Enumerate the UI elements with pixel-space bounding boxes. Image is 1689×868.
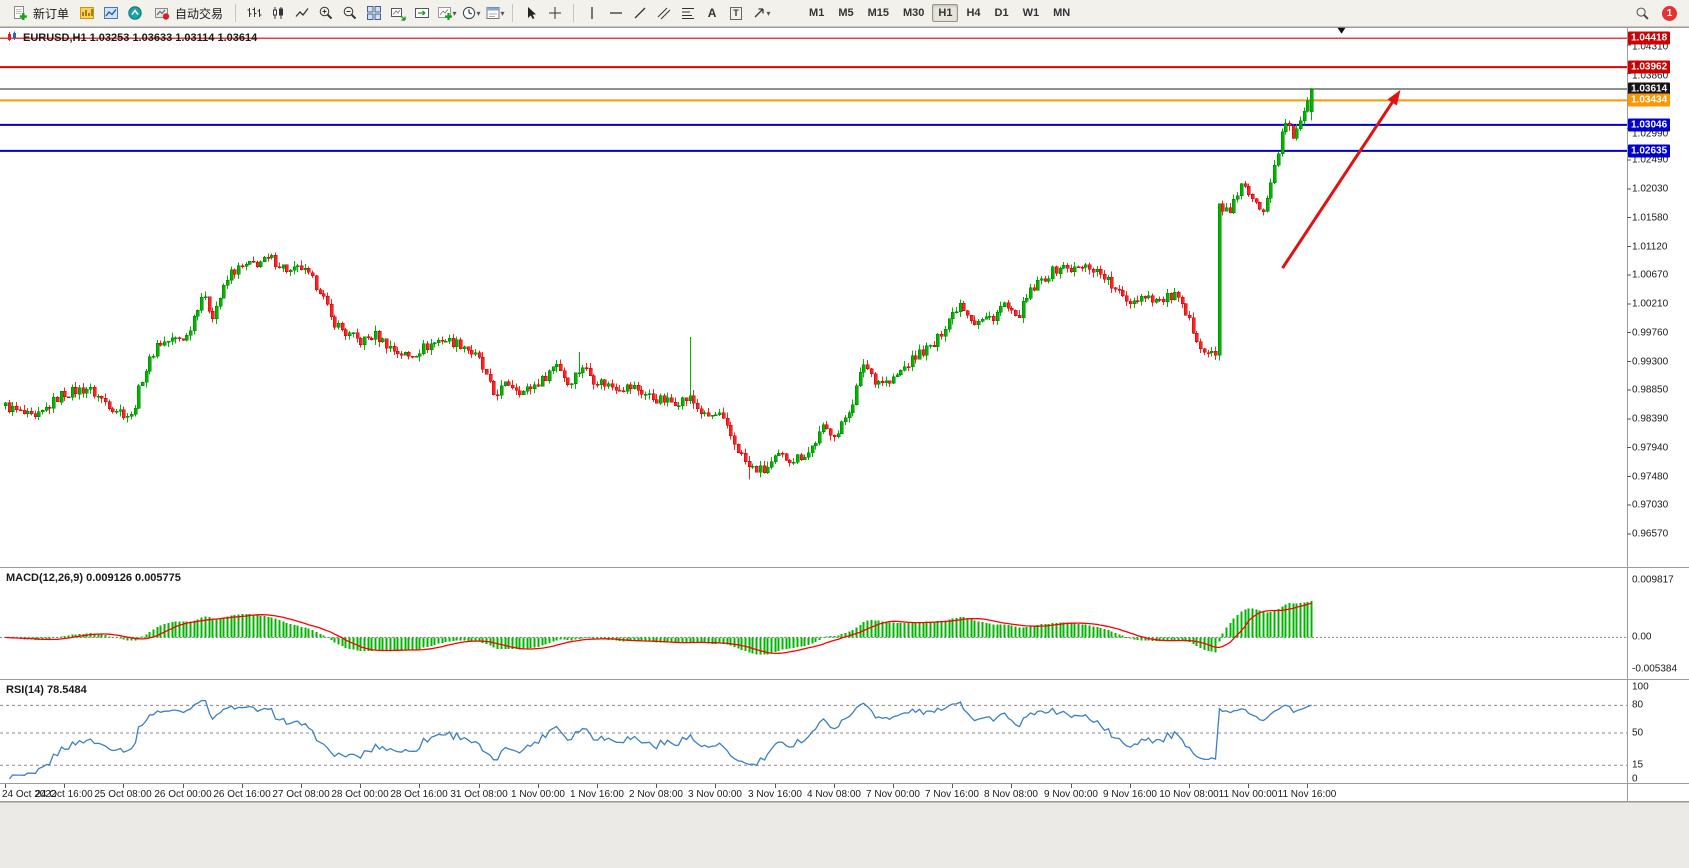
macd-histogram — [4, 600, 1313, 655]
trendline-icon — [631, 4, 649, 22]
toolbar-separator — [235, 4, 237, 22]
shift-chart-icon — [413, 4, 431, 22]
rsi-levels — [0, 704, 1627, 766]
chart-ohlc-text: EURUSD,H1 1.03253 1.03633 1.03114 1.0361… — [23, 32, 258, 44]
rsi-label: RSI(14) 78.5484 — [6, 684, 87, 696]
timeframe-button-h4[interactable]: H4 — [966, 7, 981, 19]
line-chart-icon — [293, 4, 311, 22]
rsi-line — [8, 699, 1312, 780]
candlestick-chart-button[interactable] — [267, 2, 289, 24]
indicators-icon — [436, 4, 454, 22]
zoom-out-button[interactable] — [339, 2, 361, 24]
autotrading-button[interactable]: 自动交易 — [148, 3, 228, 23]
arrows-dropdown-caret[interactable]: ▾ — [766, 8, 771, 18]
vertical-line-tool-button[interactable] — [581, 2, 603, 24]
macd-signal-line — [5, 602, 1312, 655]
auto-arrange-button[interactable] — [387, 2, 409, 24]
templates-button[interactable]: ▾ — [483, 2, 505, 24]
cursor-icon — [522, 4, 540, 22]
tile-windows-icon — [365, 4, 383, 22]
toolbar-separator — [512, 4, 514, 22]
search-button[interactable] — [1631, 2, 1653, 24]
new-chart-button[interactable] — [76, 2, 98, 24]
panel-frames — [0, 27, 1689, 802]
down-arrow-marker — [1337, 27, 1346, 34]
symbol-icon — [7, 31, 18, 45]
line-chart-button[interactable] — [291, 2, 313, 24]
zoom-in-icon — [317, 4, 335, 22]
periods-clock-icon — [460, 4, 478, 22]
fibonacci-tool-button[interactable] — [677, 2, 699, 24]
timeframe-group: M1 M5 M15 M30 H1 H4 D1 W1 MN — [803, 4, 1076, 22]
zoom-out-icon — [341, 4, 359, 22]
channel-tool-button[interactable] — [653, 2, 675, 24]
macd-label: MACD(12,26,9) 0.009126 0.005775 — [6, 572, 181, 584]
market-watch-icon — [126, 4, 144, 22]
search-icon — [1633, 4, 1651, 22]
new-chart-icon — [78, 4, 96, 22]
vertical-line-icon — [583, 4, 601, 22]
periods-button[interactable]: ▾ — [459, 2, 481, 24]
market-watch-button[interactable] — [124, 2, 146, 24]
timeframe-button-m15[interactable]: M15 — [867, 7, 889, 19]
text-tool-icon: A — [707, 6, 717, 20]
tile-windows-button[interactable] — [363, 2, 385, 24]
trend-arrow — [1281, 89, 1401, 269]
arrows-icon — [750, 4, 768, 22]
indicators-button[interactable]: ▾ — [435, 2, 457, 24]
bar-chart-icon — [245, 4, 263, 22]
new-order-label: 新订单 — [33, 6, 70, 21]
autotrading-icon — [153, 4, 171, 22]
toolbar: 新订单 自动交易 — [0, 0, 1689, 27]
horizontal-lines — [0, 37, 1627, 152]
toolbar-separator — [573, 4, 575, 22]
timeframe-button-w1[interactable]: W1 — [1022, 7, 1040, 19]
profiles-button[interactable] — [100, 2, 122, 24]
chart-title: EURUSD,H1 1.03253 1.03633 1.03114 1.0361… — [7, 31, 257, 45]
crosshair-icon — [546, 4, 564, 22]
notification-badge[interactable]: 1 — [1662, 5, 1677, 21]
cursor-button[interactable] — [520, 2, 542, 24]
shift-chart-button[interactable] — [411, 2, 433, 24]
status-strip — [0, 802, 1689, 868]
profiles-icon — [102, 4, 120, 22]
arrows-tool-button[interactable]: ▾ — [749, 2, 771, 24]
timeframe-button-d1[interactable]: D1 — [994, 7, 1009, 19]
candlestick-chart-icon — [269, 4, 287, 22]
candles — [3, 87, 1314, 480]
fibonacci-icon — [679, 4, 697, 22]
crosshair-button[interactable] — [544, 2, 566, 24]
toolbar-right: 1 — [1631, 2, 1677, 24]
text-label-tool-button[interactable]: T — [725, 2, 747, 24]
horizontal-line-icon — [607, 4, 625, 22]
templates-dropdown-caret[interactable]: ▾ — [500, 8, 505, 18]
timeframe-button-mn[interactable]: MN — [1053, 7, 1071, 19]
axis-ticks — [5, 44, 1631, 788]
timeframe-button-m1[interactable]: M1 — [809, 7, 825, 19]
new-order-button[interactable]: 新订单 — [6, 3, 74, 23]
trendline-tool-button[interactable] — [629, 2, 651, 24]
timeframe-button-m5[interactable]: M5 — [838, 7, 854, 19]
new-order-icon — [11, 4, 29, 22]
periods-dropdown-caret[interactable]: ▾ — [476, 8, 481, 18]
indicators-dropdown-caret[interactable]: ▾ — [452, 8, 457, 18]
auto-arrange-icon — [389, 4, 407, 22]
autotrading-label: 自动交易 — [175, 6, 224, 21]
equidistant-channel-icon — [655, 4, 673, 22]
bar-chart-button[interactable] — [243, 2, 265, 24]
timeframe-button-m30[interactable]: M30 — [903, 7, 925, 19]
text-tool-button[interactable]: A — [701, 2, 723, 24]
zoom-in-button[interactable] — [315, 2, 337, 24]
timeframe-button-h1[interactable]: H1 — [932, 4, 959, 22]
horizontal-line-tool-button[interactable] — [605, 2, 627, 24]
text-label-icon: T — [730, 6, 742, 20]
templates-icon — [484, 4, 502, 22]
